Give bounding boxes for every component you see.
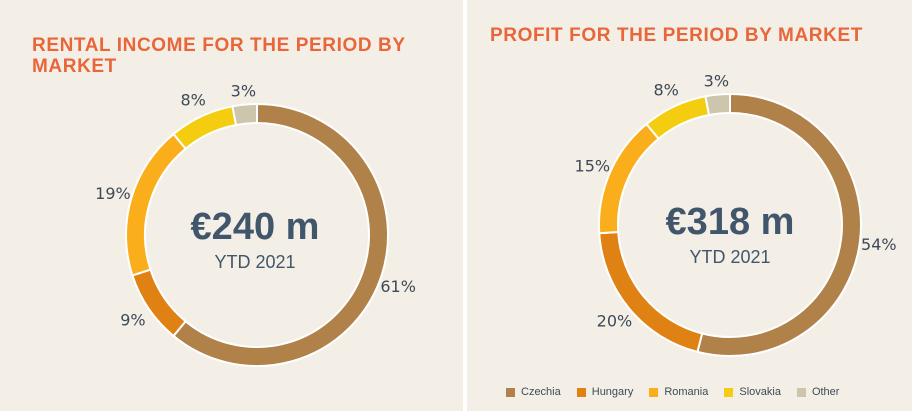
legend-label-romania: Romania: [664, 386, 709, 398]
legend-swatch-hungary: [576, 387, 586, 397]
legend-swatch-romania: [649, 387, 659, 397]
label-romania: 19%: [95, 184, 131, 203]
legend-item-other: Other: [796, 386, 840, 398]
rental-income-title: RENTAL INCOME FOR THE PERIOD BY MARKET: [32, 35, 406, 77]
legend-swatch-other: [796, 387, 806, 397]
label-hungary: 9%: [120, 310, 145, 329]
legend-label-hungary: Hungary: [591, 386, 634, 398]
legend-item-slovakia: Slovakia: [724, 386, 781, 398]
legend-label-slovakia: Slovakia: [739, 386, 781, 398]
slice-other: [231, 102, 258, 127]
legend-label-czechia: Czechia: [521, 386, 561, 398]
label-slovakia: 8%: [653, 80, 678, 99]
profit-donut-chart: 54% 20% 15% 8% 3%: [575, 72, 897, 357]
profit-period: YTD 2021: [689, 247, 771, 267]
panel-divider: [463, 0, 467, 411]
legend-item-romania: Romania: [649, 386, 708, 398]
slice-slovakia: [645, 95, 711, 141]
rental-income-total: €240 m: [190, 206, 320, 248]
label-czechia: 54%: [861, 235, 897, 254]
rental-income-panel: RENTAL INCOME FOR THE PERIOD BY MARKET 6…: [0, 0, 463, 411]
slice-other: [704, 92, 731, 117]
label-other: 3%: [231, 82, 256, 101]
legend-label-other: Other: [811, 386, 840, 398]
label-other: 3%: [704, 72, 729, 91]
label-slovakia: 8%: [180, 90, 205, 109]
profit-total: €318 m: [665, 201, 795, 243]
profit-title: PROFIT FOR THE PERIOD BY MARKET: [490, 25, 863, 46]
legend-swatch-czechia: [506, 387, 515, 397]
slice-slovakia: [172, 105, 238, 151]
label-hungary: 20%: [597, 312, 633, 331]
profit-panel: PROFIT FOR THE PERIOD BY MARKET 54% 20% 15…: [467, 0, 912, 411]
label-czechia: 61%: [380, 277, 416, 296]
rental-income-donut-chart: 61% 9% 19% 8% 3%: [95, 82, 416, 367]
label-romania: 15%: [575, 156, 611, 175]
legend-swatch-slovakia: [724, 387, 734, 397]
chart-legend: Czechia Hungary Romania Slovakia Other: [506, 384, 855, 400]
rental-income-period: YTD 2021: [214, 252, 296, 272]
legend-item-hungary: Hungary: [576, 386, 634, 398]
legend-item-czechia: Czechia: [506, 386, 561, 398]
